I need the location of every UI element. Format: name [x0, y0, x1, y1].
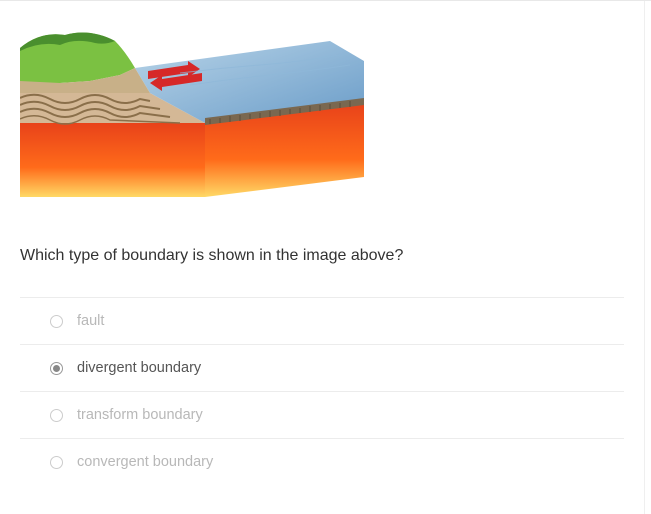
options-list: fault divergent boundary transform bound… — [20, 297, 624, 485]
option-divergent-boundary[interactable]: divergent boundary — [20, 345, 624, 392]
option-fault[interactable]: fault — [20, 298, 624, 345]
option-label: fault — [77, 313, 104, 329]
option-convergent-boundary[interactable]: convergent boundary — [20, 439, 624, 485]
question-text: Which type of boundary is shown in the i… — [20, 247, 624, 265]
radio-icon — [50, 409, 63, 422]
question-image — [20, 23, 364, 197]
option-label: convergent boundary — [77, 454, 213, 470]
quiz-card: Which type of boundary is shown in the i… — [0, 1, 645, 514]
radio-icon — [50, 315, 63, 328]
option-transform-boundary[interactable]: transform boundary — [20, 392, 624, 439]
option-label: transform boundary — [77, 407, 203, 423]
option-label: divergent boundary — [77, 360, 201, 376]
radio-icon — [50, 456, 63, 469]
tectonic-boundary-illustration — [20, 23, 364, 197]
radio-icon — [50, 362, 63, 375]
